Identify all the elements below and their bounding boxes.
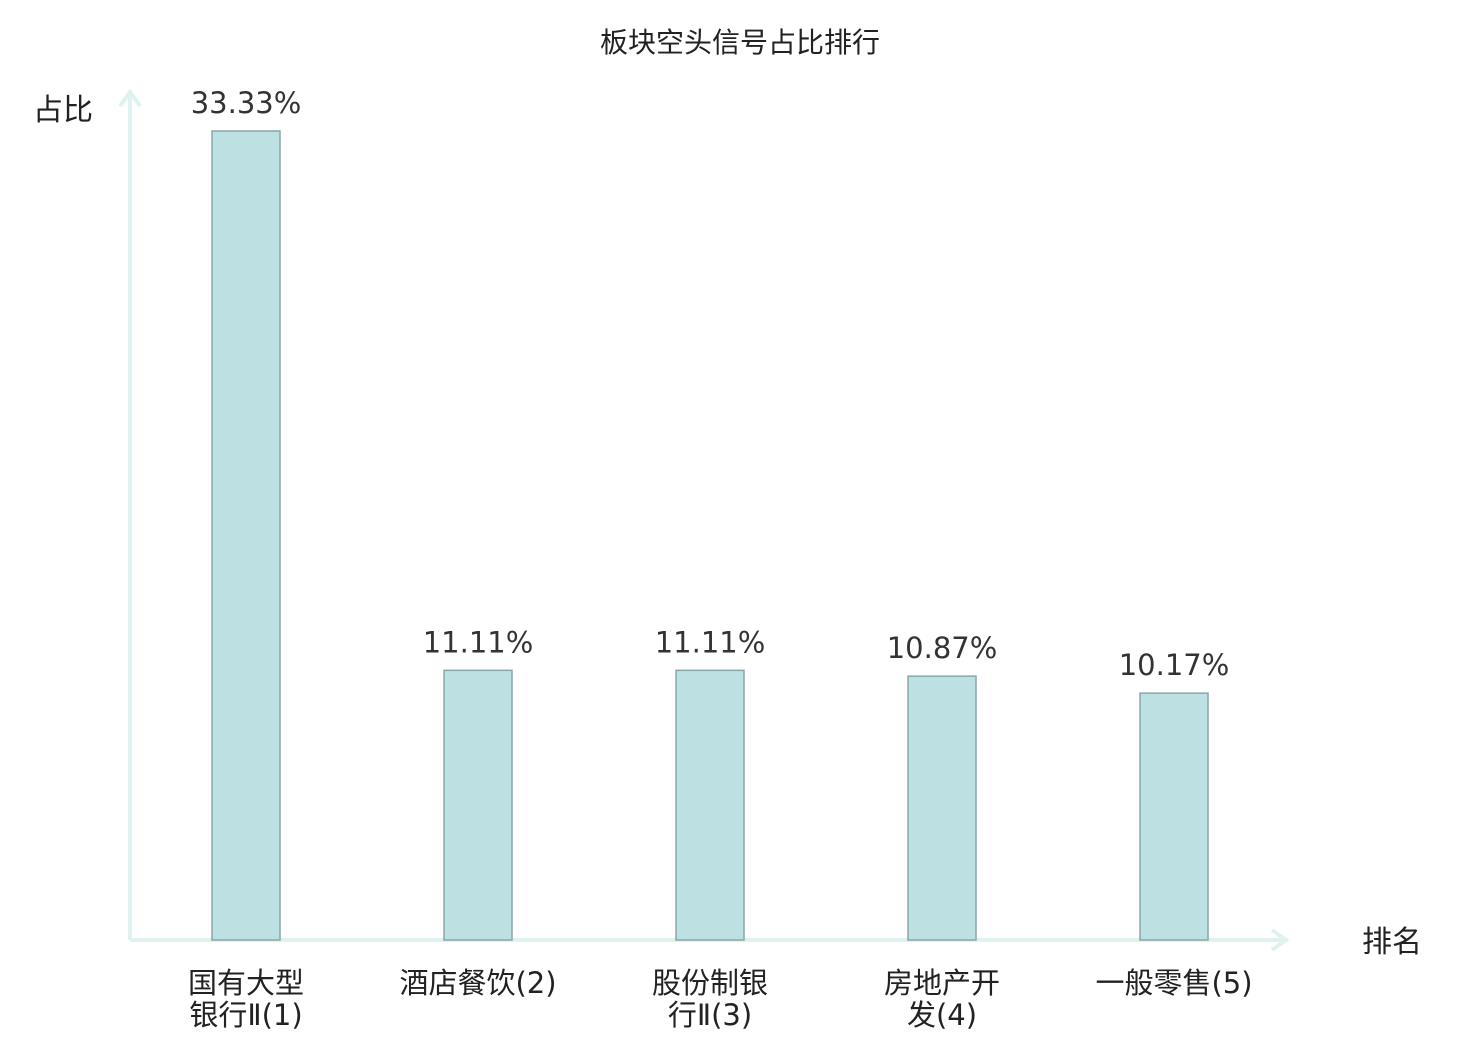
category-label: 酒店餐饮(2) [399,966,556,1000]
category-label-line: 酒店餐饮(2) [399,966,556,1000]
bar [907,675,977,941]
category-label-line: 一般零售(5) [1095,966,1252,1000]
value-label: 10.87% [887,631,998,665]
category-label-line: 股份制银 [652,966,768,1000]
x-axis-label: 排名 [1362,925,1422,960]
bar [1139,692,1209,941]
value-label: 33.33% [191,86,302,120]
x-axis-arrow [1270,928,1290,952]
value-label: 10.17% [1119,648,1230,682]
category-label: 股份制银行Ⅱ(3) [652,966,768,1032]
category-label: 国有大型银行Ⅱ(1) [188,966,304,1032]
category-label-line: 国有大型 [188,966,304,1000]
category-labels: 国有大型银行Ⅱ(1) 酒店餐饮(2) 股份制银行Ⅱ(3) 房地产开发(4) 一般零售(5… [188,966,1253,1032]
y-axis-arrow [118,88,142,108]
value-labels: 33.33% 11.11% 11.11% 10.87% 10.17% [191,86,1230,682]
chart-title: 板块空头信号占比排行 [600,26,880,59]
category-label: 房地产开发(4) [884,966,1000,1032]
category-label-line: 房地产开 [884,966,1000,1000]
y-axis-label: 占比 [33,93,93,128]
category-label-line: 行Ⅱ(3) [668,998,752,1032]
category-label-line: 发(4) [907,998,977,1032]
value-label: 11.11% [655,625,766,659]
category-label-line: 银行Ⅱ(1) [189,998,302,1032]
bar [443,669,513,941]
value-label: 11.11% [423,625,534,659]
bar [675,669,745,941]
bar [211,130,281,941]
bars [211,130,1209,941]
category-label: 一般零售(5) [1095,966,1252,1000]
